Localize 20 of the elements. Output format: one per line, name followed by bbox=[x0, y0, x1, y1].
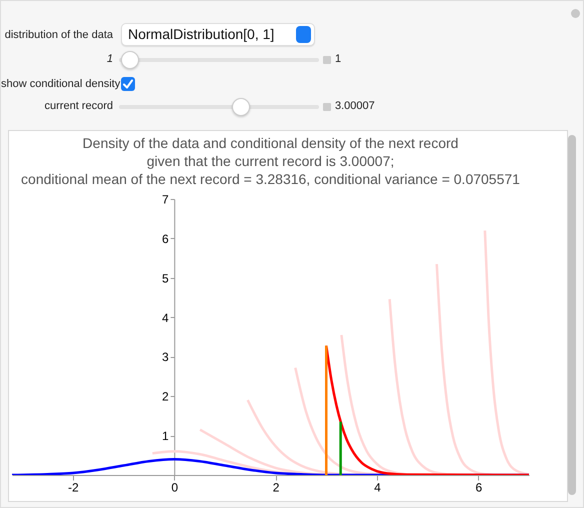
x-tick-label: 0 bbox=[171, 480, 178, 494]
text: distribution of the data bbox=[4, 29, 113, 41]
y-tick-label: 1 bbox=[162, 429, 170, 444]
y-tick-label: 3 bbox=[162, 350, 170, 364]
y-tick-label: 7 bbox=[162, 192, 170, 206]
x-tick-label: -2 bbox=[68, 480, 79, 494]
chart-title: Density of the data and conditional density of the next record given that the current record is 3.00007; conditional mean of the next record = 3.28316, conditional variance = 0.0705571 bbox=[21, 135, 520, 187]
dropdown: NormalDistribution[0, 1] bbox=[121, 23, 315, 46]
x-tick-label: 2 bbox=[272, 480, 280, 494]
text: 1 bbox=[335, 53, 342, 65]
y-tick-label: 2 bbox=[162, 390, 170, 404]
text: current record bbox=[44, 100, 113, 112]
y-tick-label: 4 bbox=[162, 310, 170, 325]
y-tick-label: 6 bbox=[162, 232, 170, 246]
text: 3.00007 bbox=[335, 100, 375, 112]
text: show conditional density bbox=[1, 78, 120, 90]
x-tick-label: 4 bbox=[374, 480, 382, 494]
y-tick-label: 5 bbox=[162, 271, 170, 286]
text: 1 bbox=[106, 53, 113, 65]
x-tick-label: 6 bbox=[475, 480, 482, 494]
